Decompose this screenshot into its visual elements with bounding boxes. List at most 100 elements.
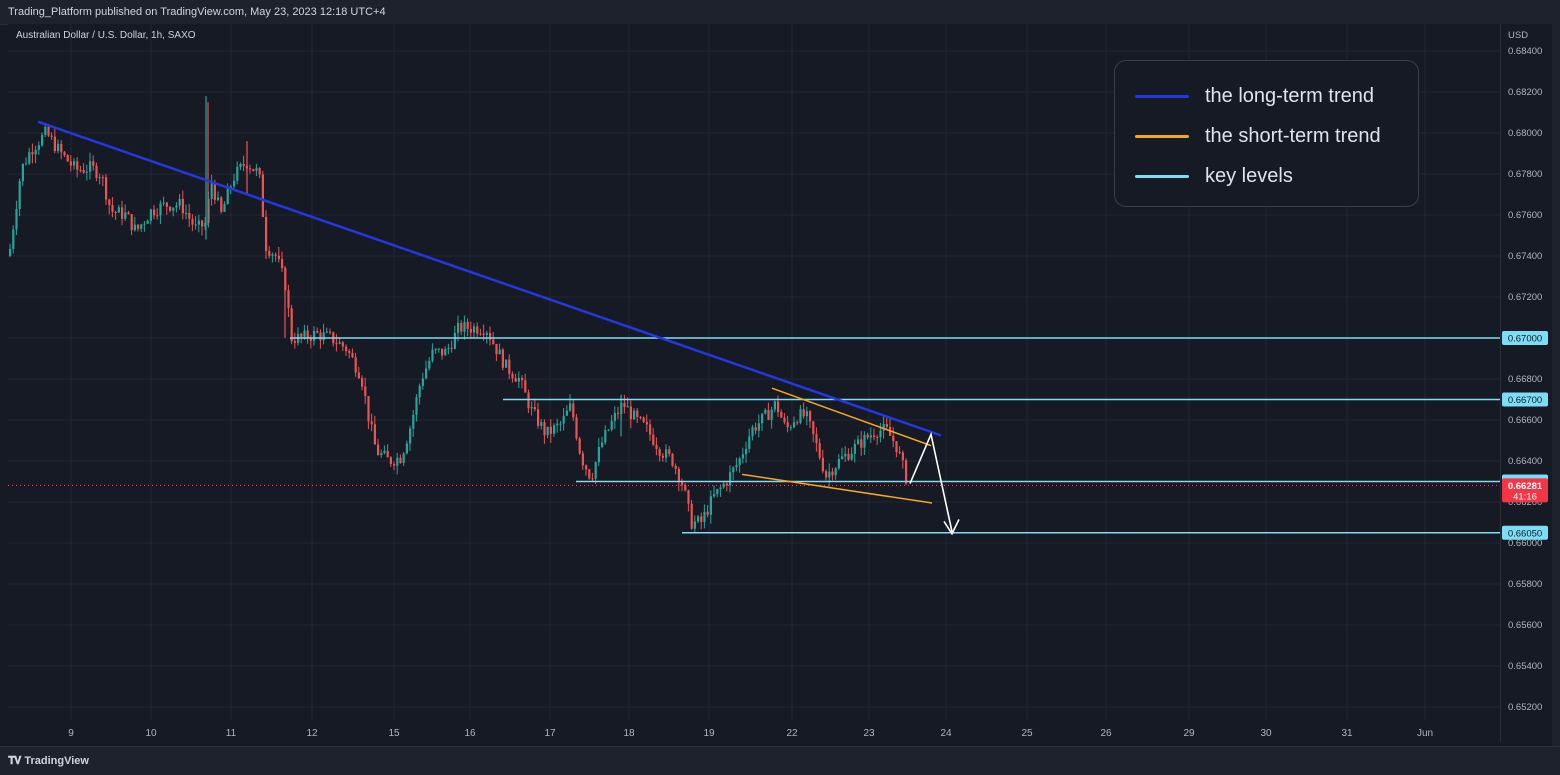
candle-body [361, 378, 364, 387]
candle-body [444, 349, 447, 356]
time-tick-label: 16 [464, 728, 476, 739]
candle-body [428, 360, 431, 369]
legend-item-long-term: the long-term trend [1135, 84, 1374, 108]
price-tick-label: 0.68400 [1508, 46, 1542, 57]
candle-body [783, 417, 786, 423]
time-tick-label: 22 [786, 728, 798, 739]
candle-body [789, 427, 792, 429]
candle-body [524, 380, 527, 393]
candle-body [101, 177, 104, 179]
candle-body [578, 438, 581, 454]
candle-body [85, 171, 88, 173]
candle-body [162, 202, 165, 204]
candle-body [111, 205, 114, 212]
candle-body [674, 465, 677, 469]
key-level-price-tag-label: 0.66700 [1508, 395, 1542, 406]
candle-body [457, 322, 460, 333]
candle-body [463, 321, 466, 332]
candle-body [828, 471, 831, 478]
tradingview-brand[interactable]: 𝐓𝐕 TradingView [8, 755, 89, 768]
candle-body [799, 409, 802, 423]
candle-body [793, 422, 796, 428]
candle-body [687, 490, 690, 504]
candle-body [53, 136, 56, 152]
candlesticks [9, 96, 908, 533]
candle-body [277, 255, 280, 260]
candle-body [569, 403, 572, 411]
candle-body [690, 503, 693, 529]
candle-body [290, 308, 293, 342]
candle-body [693, 521, 696, 529]
candle-body [348, 350, 351, 353]
candle-body [165, 202, 168, 207]
candle-body [393, 464, 396, 466]
candle-body [761, 413, 764, 424]
projection-path [909, 431, 953, 532]
candle-body [841, 456, 844, 459]
countdown-label: 41:16 [1513, 491, 1537, 502]
candle-body [466, 321, 469, 329]
candle-body [719, 487, 722, 489]
candle-body [764, 409, 767, 414]
candle-body [252, 169, 255, 171]
candle-body [770, 409, 773, 420]
candle-body [418, 385, 421, 398]
key-level-price-tag [1502, 392, 1548, 407]
candle-body [18, 181, 21, 209]
candle-body [386, 450, 389, 458]
candle-body [338, 342, 341, 344]
candle-body [649, 424, 652, 435]
candle-body [757, 423, 760, 431]
candle-body [172, 207, 175, 211]
candle-body [181, 198, 184, 214]
candle-body [329, 331, 332, 333]
candle-body [57, 143, 60, 152]
candle-body [159, 203, 162, 216]
candle-body [565, 410, 568, 416]
candle-body [178, 198, 181, 206]
key-level-price-tag [1502, 331, 1548, 345]
candle-body [681, 482, 684, 486]
candle-body [661, 455, 664, 458]
price-scale-ticks: 0.68400 0.68200 0.68000 0.67800 0.67600 0.674… [1508, 46, 1542, 713]
candle-body [562, 415, 565, 424]
candle-body [498, 349, 501, 355]
candle-body [869, 435, 872, 438]
candle-body [812, 421, 815, 435]
candle-body [268, 251, 271, 256]
time-tick-label: 11 [226, 728, 237, 739]
price-tick-label: 0.66200 [1508, 497, 1542, 508]
short-term-trend-line-lower [741, 473, 933, 504]
candle-body [521, 377, 524, 381]
candle-body [229, 186, 232, 189]
candle-body [357, 372, 360, 379]
candle-body [47, 126, 50, 136]
time-tick-label: 18 [623, 728, 635, 739]
candle-body [882, 424, 885, 431]
legend-swatch [1135, 134, 1189, 138]
bottom-bar: 𝐓𝐕 TradingView [0, 746, 1560, 775]
candle-body [645, 421, 648, 425]
candle-body [473, 326, 476, 333]
price-tick-label: 0.66600 [1508, 415, 1542, 426]
time-tick-label: 24 [940, 728, 952, 739]
candle-body [805, 411, 808, 417]
candle-body [133, 224, 136, 231]
candle-body [9, 248, 12, 256]
candle-body [143, 223, 146, 225]
price-tick-label: 0.66000 [1508, 538, 1542, 549]
legend-label: key levels [1205, 164, 1293, 187]
candle-body [559, 423, 562, 425]
candle-body [850, 453, 853, 460]
candle-body [12, 229, 15, 249]
time-tick-label: 25 [1021, 728, 1033, 739]
price-scale[interactable] [1500, 24, 1553, 742]
candle-body [777, 401, 780, 412]
candle-body [316, 330, 319, 333]
candle-body [837, 458, 840, 469]
price-tick-label: 0.67200 [1508, 292, 1542, 303]
candle-body [415, 397, 418, 415]
candle-body [815, 434, 818, 444]
candle-body [879, 430, 882, 438]
